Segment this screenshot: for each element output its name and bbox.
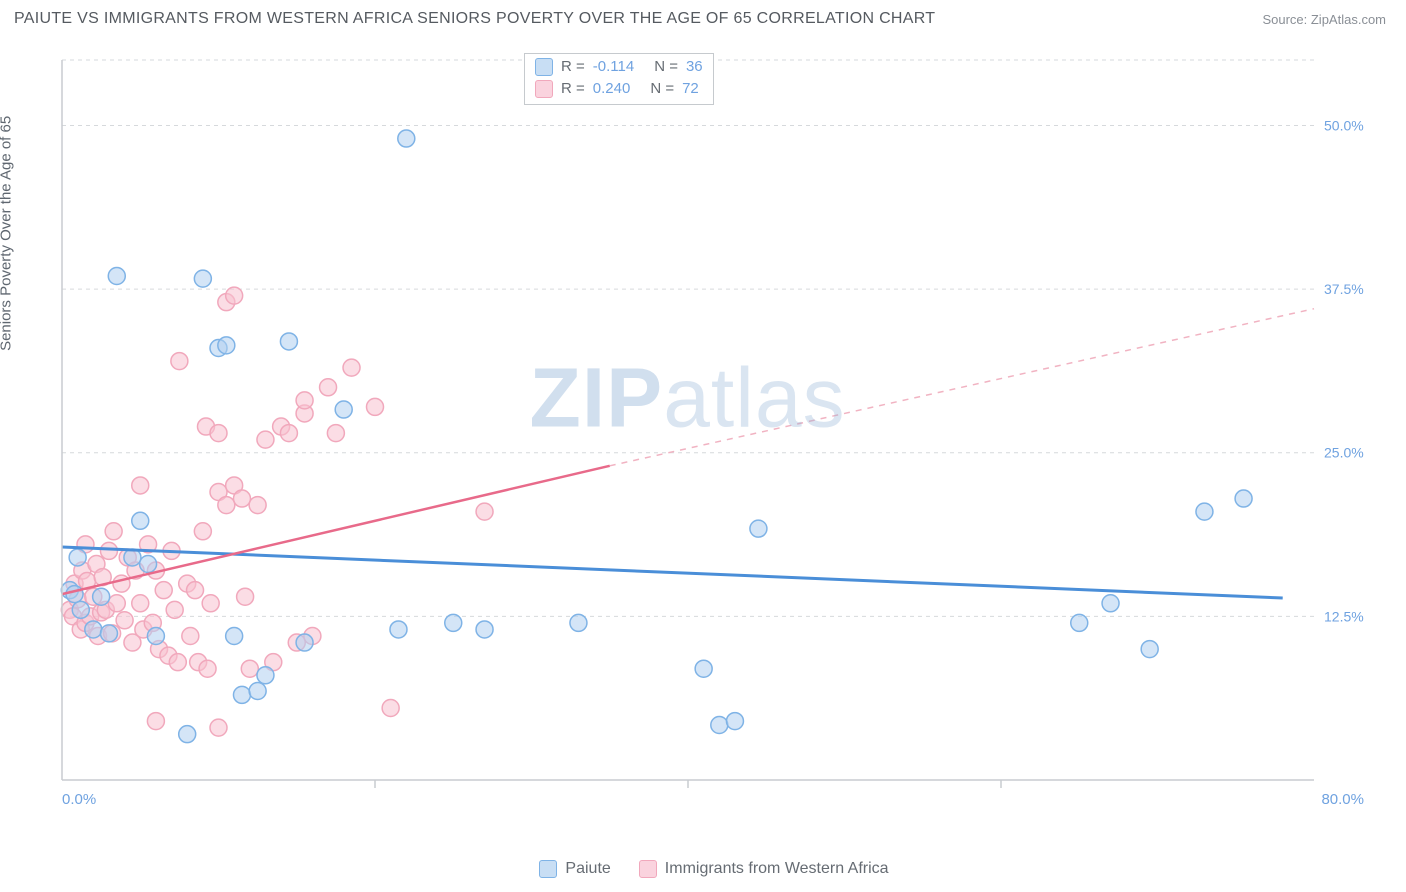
r-value-blue: -0.114 [593,56,634,78]
swatch-blue-icon [535,58,553,76]
source-label: Source: ZipAtlas.com [1262,12,1386,27]
legend-item-immigrants: Immigrants from Western Africa [639,860,889,878]
chart-title: PAIUTE VS IMMIGRANTS FROM WESTERN AFRICA… [14,10,935,28]
n-label: N = [650,78,674,100]
svg-text:50.0%: 50.0% [1324,117,1364,133]
n-label: N = [654,56,678,78]
legend-row-pink: R = 0.240 N = 72 [535,78,703,100]
y-axis-label: Seniors Poverty Over the Age of 65 [0,116,15,351]
r-value-pink: 0.240 [593,78,631,100]
swatch-pink-icon [535,80,553,98]
legend-item-paiute: Paiute [539,860,610,878]
scatter-svg: 12.5% 25.0% 37.5% 50.0% 0.0% 80.0% [54,52,1374,820]
r-label: R = [561,56,585,78]
n-value-blue: 36 [686,56,703,78]
legend-label-immigrants: Immigrants from Western Africa [665,860,889,878]
svg-text:80.0%: 80.0% [1321,791,1364,808]
swatch-blue-icon [539,860,557,878]
series-legend: Paiute Immigrants from Western Africa [54,860,1374,878]
swatch-pink-icon [639,860,657,878]
correlation-legend: R = -0.114 N = 36 R = 0.240 N = 72 [524,53,714,105]
svg-text:25.0%: 25.0% [1324,445,1364,461]
chart-header: PAIUTE VS IMMIGRANTS FROM WESTERN AFRICA… [0,0,1406,32]
legend-row-blue: R = -0.114 N = 36 [535,56,703,78]
svg-text:37.5%: 37.5% [1324,281,1364,297]
svg-text:12.5%: 12.5% [1324,608,1364,624]
plot-area: 12.5%25.0%37.5%50.0%0.0%80.0% ZIPatlas R… [54,52,1374,820]
chart-container: Seniors Poverty Over the Age of 65 12.5%… [14,40,1392,880]
n-value-pink: 72 [682,78,699,100]
r-label: R = [561,78,585,100]
svg-text:0.0%: 0.0% [62,791,96,808]
legend-label-paiute: Paiute [565,860,610,878]
